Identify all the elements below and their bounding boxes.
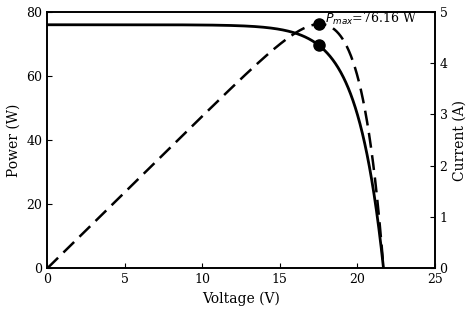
X-axis label: Voltage (V): Voltage (V) <box>202 292 280 306</box>
Y-axis label: Power (W): Power (W) <box>7 103 21 177</box>
Text: $I_{Pmax}$=4.35 A
$V_{Pmax}$=17.52 V: $I_{Pmax}$=4.35 A $V_{Pmax}$=17.52 V <box>0 312 1 313</box>
Text: $P_{max}$=76.16 W: $P_{max}$=76.16 W <box>325 11 417 27</box>
Y-axis label: Current (A): Current (A) <box>453 100 467 181</box>
